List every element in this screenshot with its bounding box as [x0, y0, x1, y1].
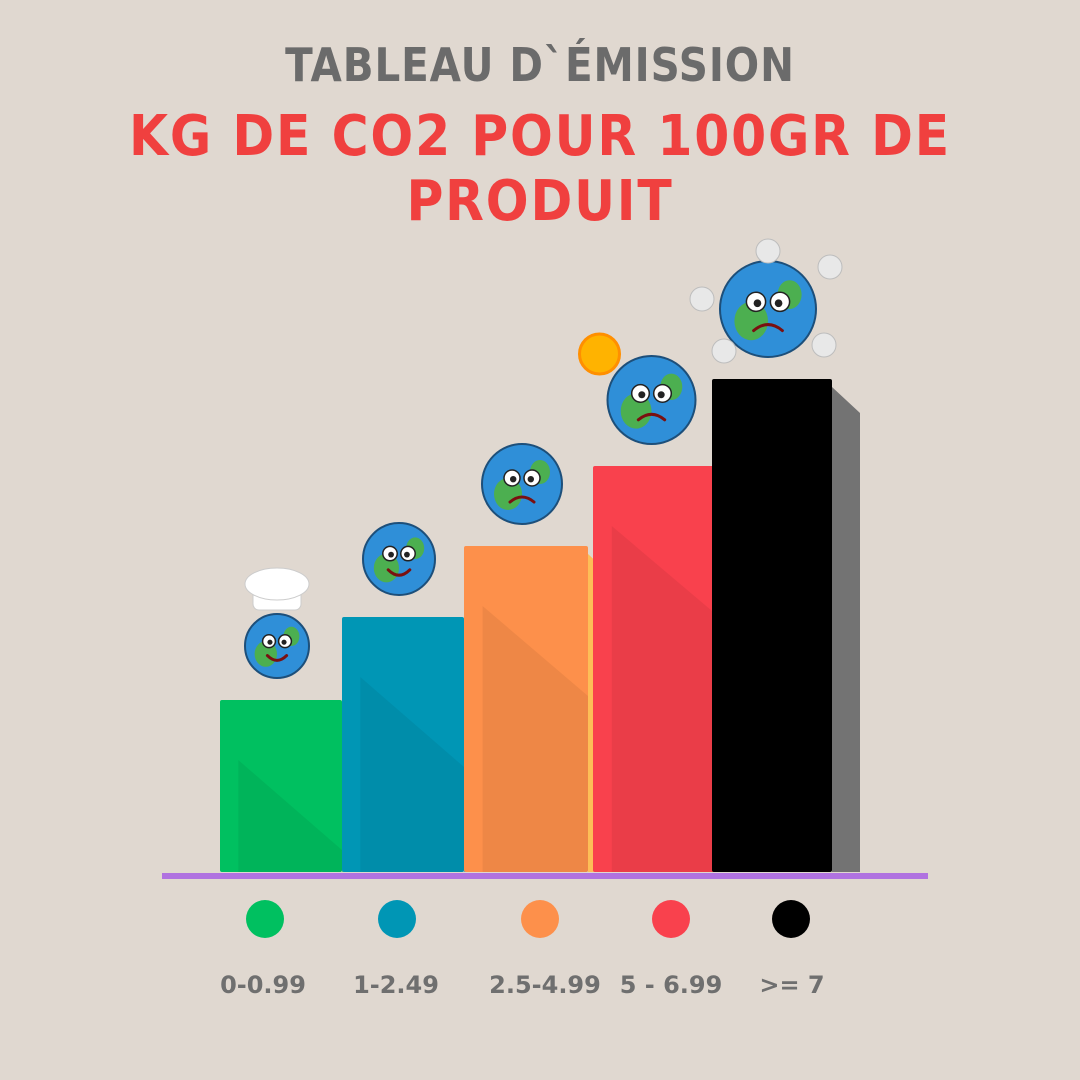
bars-group [220, 379, 860, 872]
legend: 0-0.99 1-2.49 2.5-4.99 5 - 6.99 >= 7 [220, 900, 825, 999]
earth-mascot-icon [244, 567, 310, 679]
earth-mascot-icon [481, 443, 563, 525]
bar-side-face [832, 387, 860, 872]
earth-mascot-icon [689, 238, 843, 364]
mascots-group [244, 238, 843, 679]
bar-front-face [342, 617, 464, 872]
legend-label-4: 5 - 6.99 [620, 971, 723, 999]
legend-swatch-1 [246, 900, 284, 938]
bar-5 [712, 379, 860, 872]
legend-label-5: >= 7 [759, 971, 824, 999]
bar-front-face [712, 379, 832, 872]
legend-label-3: 2.5-4.99 [489, 971, 601, 999]
legend-swatch-5 [772, 900, 810, 938]
legend-label-1: 0-0.99 [220, 971, 306, 999]
bar-shadow [730, 439, 832, 872]
legend-swatch-2 [378, 900, 416, 938]
bar-front-face [220, 700, 342, 872]
chart-title: TABLEAU D`ÉMISSION [285, 38, 795, 92]
legend-swatch-3 [521, 900, 559, 938]
chart-subtitle: KG DE CO2 POUR 100GR DE PRODUIT [129, 104, 951, 234]
legend-label-2: 1-2.49 [353, 971, 439, 999]
bar-shadow [360, 677, 464, 872]
earth-mascot-icon [362, 522, 436, 596]
bar-shadow [611, 526, 718, 872]
legend-swatch-4 [652, 900, 690, 938]
bar-front-face [593, 466, 718, 872]
bar-shadow [238, 760, 342, 872]
earth-mascot-icon [578, 332, 697, 445]
bar-shadow [482, 606, 588, 872]
bar-front-face [464, 546, 588, 872]
